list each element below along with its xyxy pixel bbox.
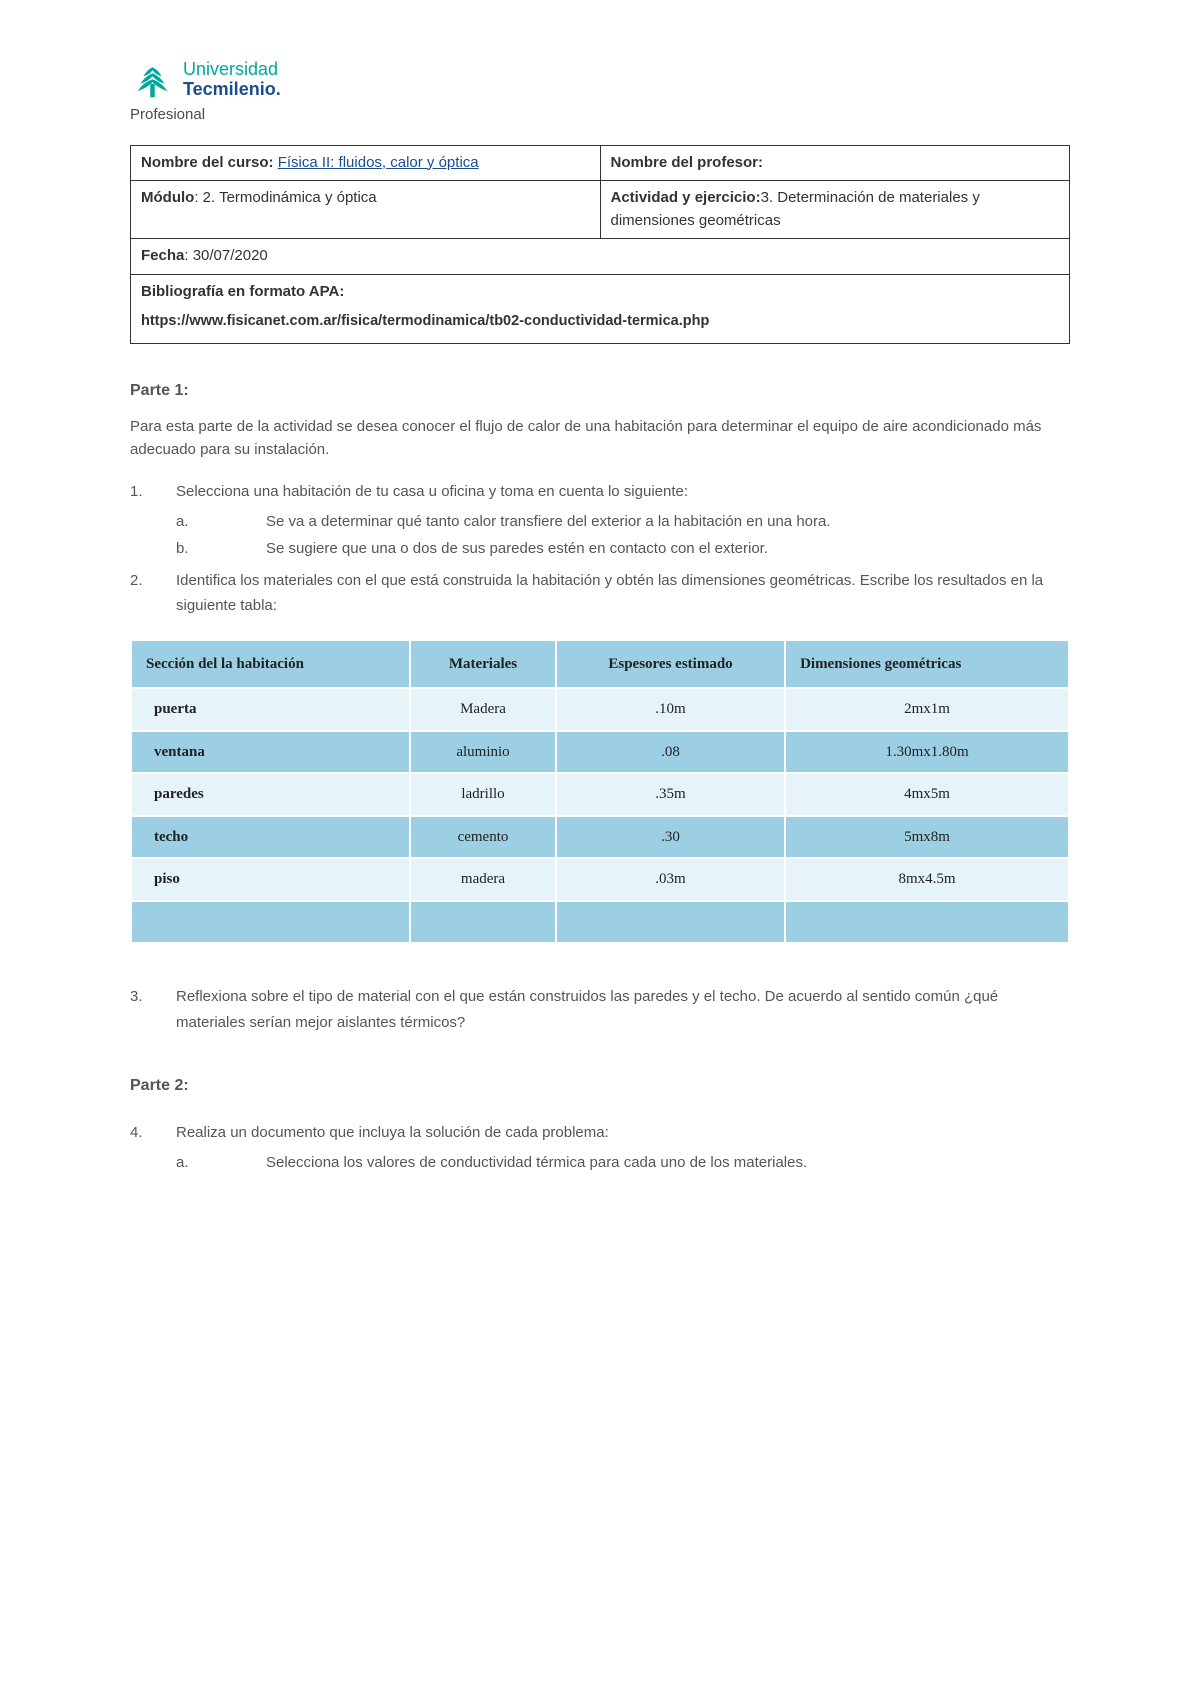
parte1-list: 1. Selecciona una habitación de tu casa … xyxy=(130,479,1070,619)
module-value: : 2. Termodinámica y óptica xyxy=(194,189,376,206)
module-label: Módulo xyxy=(141,189,194,206)
table-row: ventana aluminio .08 1.30mx1.80m xyxy=(131,731,1069,774)
logo-universidad: Universidad xyxy=(183,60,281,80)
cell-seccion: ventana xyxy=(131,731,410,774)
bibliography-label: Bibliografía en formato APA: xyxy=(141,281,1059,304)
item-marker: 2. xyxy=(130,568,176,619)
item-text: Reflexiona sobre el tipo de material con… xyxy=(176,988,998,1031)
cell-dim: 2mx1m xyxy=(785,688,1069,731)
cell-material: aluminio xyxy=(410,731,556,774)
activity-label: Actividad y ejercicio: xyxy=(611,189,761,206)
sub-text: Selecciona los valores de conductividad … xyxy=(266,1150,1070,1176)
list-item: 1. Selecciona una habitación de tu casa … xyxy=(130,479,1070,564)
sub-text: Se sugiere que una o dos de sus paredes … xyxy=(266,536,1070,562)
date-label: Fecha xyxy=(141,247,184,264)
sub-marker: b. xyxy=(176,536,266,562)
sub-item: b. Se sugiere que una o dos de sus pared… xyxy=(176,536,1070,562)
list-item: 2. Identifica los materiales con el que … xyxy=(130,568,1070,619)
item-marker: 4. xyxy=(130,1120,176,1177)
professor-label: Nombre del profesor: xyxy=(611,154,764,171)
item-marker: 3. xyxy=(130,984,176,1035)
col-header: Sección del la habitación xyxy=(131,640,410,689)
sub-text: Se va a determinar qué tanto calor trans… xyxy=(266,509,1070,535)
materials-table: Sección del la habitación Materiales Esp… xyxy=(130,639,1070,945)
item-text: Selecciona una habitación de tu casa u o… xyxy=(176,483,688,500)
cell-seccion: puerta xyxy=(131,688,410,731)
course-name-label: Nombre del curso: xyxy=(141,154,274,171)
cell-seccion: paredes xyxy=(131,773,410,816)
sub-item: a. Se va a determinar qué tanto calor tr… xyxy=(176,509,1070,535)
bibliography-url: https://www.fisicanet.com.ar/fisica/term… xyxy=(141,303,1059,337)
parte2-heading: Parte 2: xyxy=(130,1074,1070,1098)
list-item: 4. Realiza un documento que incluya la s… xyxy=(130,1120,1070,1177)
sub-list: a. Selecciona los valores de conductivid… xyxy=(176,1150,1070,1176)
table-row: puerta Madera .10m 2mx1m xyxy=(131,688,1069,731)
parte1-intro: Para esta parte de la actividad se desea… xyxy=(130,415,1070,462)
table-row: piso madera .03m 8mx4.5m xyxy=(131,858,1069,901)
col-header: Dimensiones geométricas xyxy=(785,640,1069,689)
logo: Universidad Tecmilenio. xyxy=(130,60,1070,100)
cell-espesor: .10m xyxy=(556,688,785,731)
cell-espesor: .30 xyxy=(556,816,785,859)
logo-text: Universidad Tecmilenio. xyxy=(183,60,281,100)
table-row: paredes ladrillo .35m 4mx5m xyxy=(131,773,1069,816)
cell-dim: 4mx5m xyxy=(785,773,1069,816)
cell-material: Madera xyxy=(410,688,556,731)
sub-marker: a. xyxy=(176,509,266,535)
item-marker: 1. xyxy=(130,479,176,564)
parte2-list: 4. Realiza un documento que incluya la s… xyxy=(130,1120,1070,1177)
table-row: techo cemento .30 5mx8m xyxy=(131,816,1069,859)
cell-seccion: piso xyxy=(131,858,410,901)
sub-item: a. Selecciona los valores de conductivid… xyxy=(176,1150,1070,1176)
col-header: Materiales xyxy=(410,640,556,689)
logo-tecmilenio: Tecmilenio. xyxy=(183,80,281,100)
date-value: : 30/07/2020 xyxy=(184,247,267,264)
cell-espesor: .03m xyxy=(556,858,785,901)
item-text: Realiza un documento que incluya la solu… xyxy=(176,1124,609,1141)
cell-material: madera xyxy=(410,858,556,901)
sub-list: a. Se va a determinar qué tanto calor tr… xyxy=(176,509,1070,562)
cell-seccion: techo xyxy=(131,816,410,859)
item-text: Identifica los materiales con el que est… xyxy=(176,572,1043,615)
cell-dim: 8mx4.5m xyxy=(785,858,1069,901)
table-header-row: Sección del la habitación Materiales Esp… xyxy=(131,640,1069,689)
cell-dim: 1.30mx1.80m xyxy=(785,731,1069,774)
cell-material: cemento xyxy=(410,816,556,859)
parte1-heading: Parte 1: xyxy=(130,379,1070,403)
logo-block: Universidad Tecmilenio. Profesional xyxy=(130,60,1070,127)
logo-subtitle: Profesional xyxy=(130,104,1070,127)
tecmilenio-tree-icon xyxy=(130,60,175,100)
list-item: 3. Reflexiona sobre el tipo de material … xyxy=(130,984,1070,1035)
parte1-list-cont: 3. Reflexiona sobre el tipo de material … xyxy=(130,984,1070,1035)
cell-material: ladrillo xyxy=(410,773,556,816)
course-name-link[interactable]: Física II: fluidos, calor y óptica xyxy=(278,154,479,171)
col-header: Espesores estimado xyxy=(556,640,785,689)
cell-espesor: .35m xyxy=(556,773,785,816)
sub-marker: a. xyxy=(176,1150,266,1176)
cell-espesor: .08 xyxy=(556,731,785,774)
course-info-table: Nombre del curso: Física II: fluidos, ca… xyxy=(130,145,1070,344)
table-row-empty xyxy=(131,901,1069,944)
cell-dim: 5mx8m xyxy=(785,816,1069,859)
